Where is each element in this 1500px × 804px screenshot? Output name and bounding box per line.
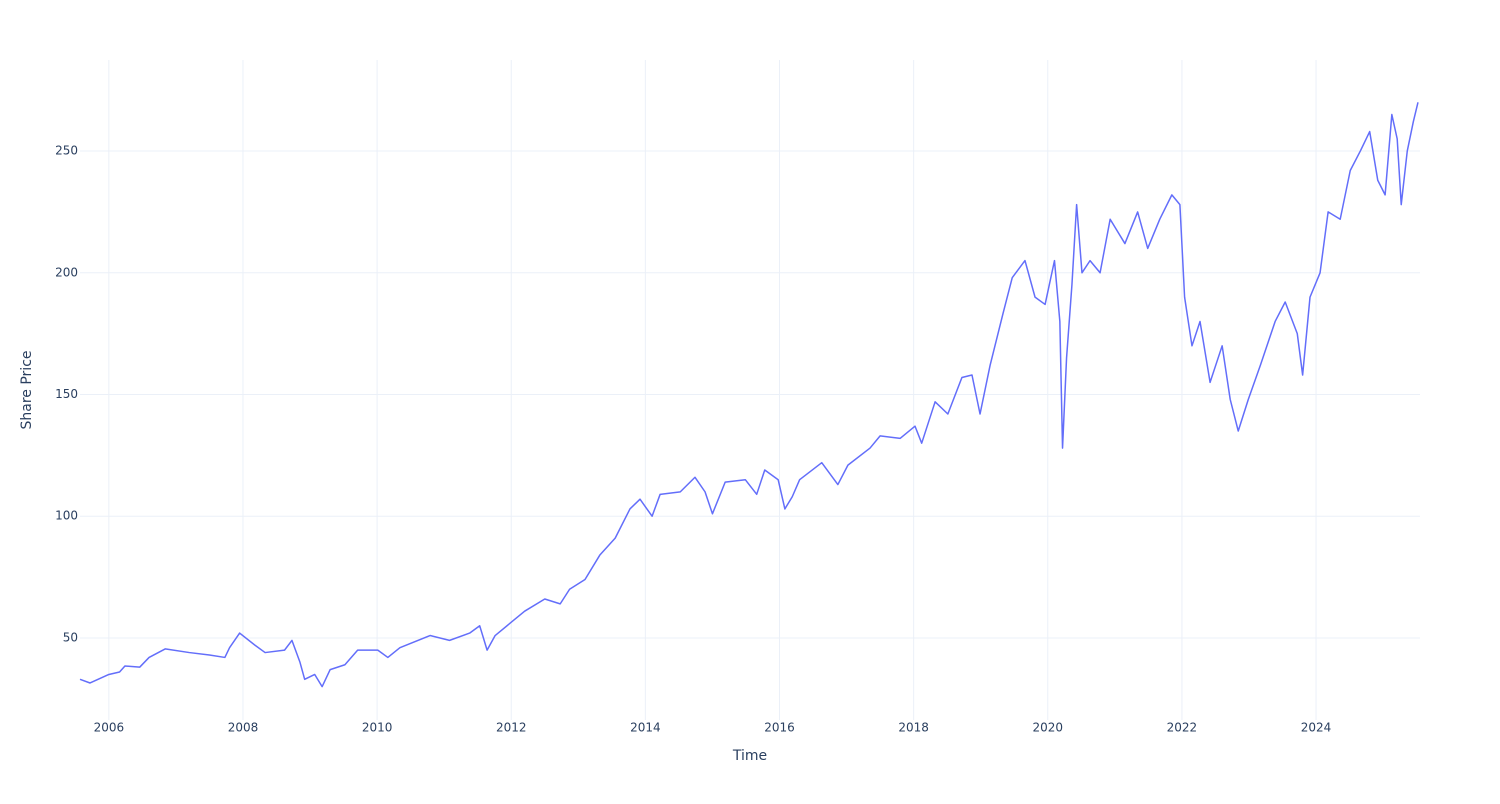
y-tick-label: 200	[55, 265, 78, 279]
x-tick-label: 2014	[630, 721, 661, 735]
x-tick-label: 2022	[1167, 721, 1198, 735]
y-tick-label: 50	[63, 630, 78, 644]
line-series	[79, 102, 1419, 688]
x-tick-label: 2016	[764, 721, 795, 735]
y-axis-label: Share Price	[19, 350, 35, 429]
x-tick-label: 2024	[1301, 721, 1332, 735]
y-tick-label: 100	[55, 509, 78, 523]
x-axis-label: Time	[732, 748, 767, 764]
x-tick-label: 2010	[362, 721, 393, 735]
x-tick-label: 2008	[228, 721, 259, 735]
x-tick-label: 2018	[898, 721, 929, 735]
y-tick-label: 250	[55, 144, 78, 158]
x-tick-label: 2006	[94, 721, 125, 735]
x-tick-label: 2020	[1033, 721, 1064, 735]
y-tick-label: 150	[55, 387, 78, 401]
x-tick-label: 2012	[496, 721, 527, 735]
